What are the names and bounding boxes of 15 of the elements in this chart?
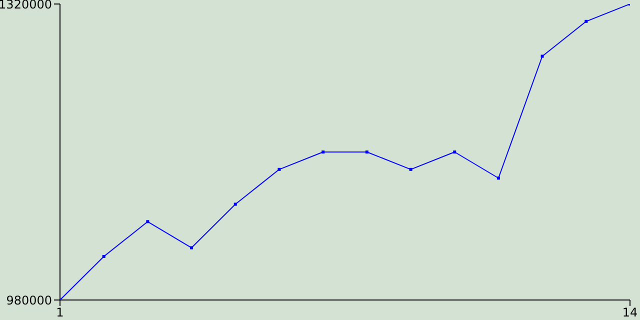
point [409,168,412,171]
x-tick-label: 1 [56,306,64,320]
point [102,254,106,258]
point [584,20,588,23]
point [540,54,544,58]
x-tick-label: 14 [622,306,638,320]
y-tick-label: 980000 [6,293,52,308]
point [322,150,325,154]
point [453,150,456,154]
point [365,150,368,154]
point [146,220,150,224]
point [234,202,237,206]
point [496,176,500,180]
point [278,168,281,171]
point [190,246,194,250]
